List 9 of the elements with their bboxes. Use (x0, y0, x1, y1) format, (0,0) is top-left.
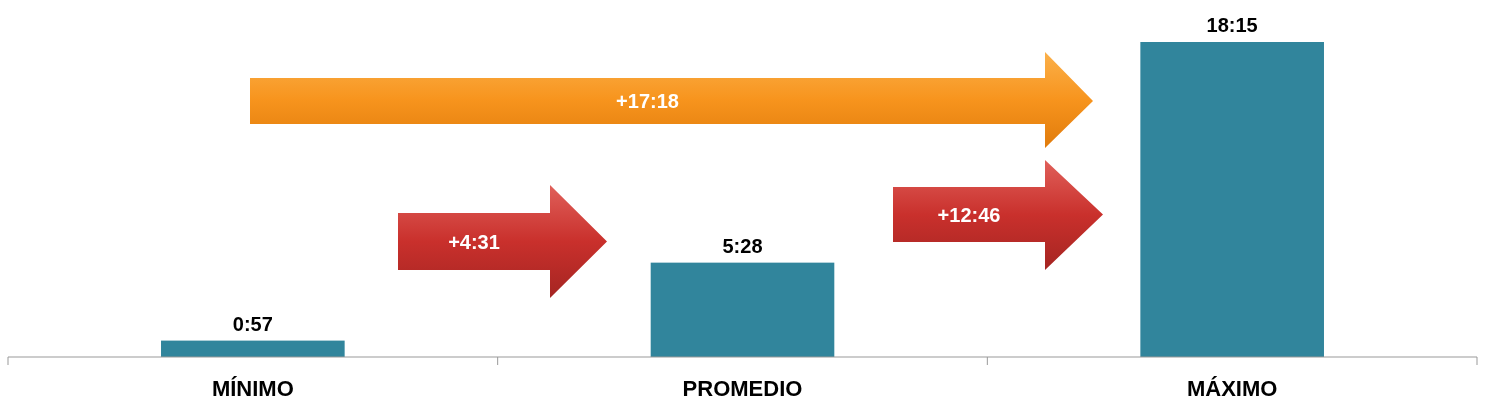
data-label: 18:15 (1206, 14, 1258, 36)
x-tick-label: MÁXIMO (1186, 376, 1278, 401)
data-label: 5:28 (722, 234, 763, 257)
data-label: 0:57 (232, 312, 273, 335)
annotation: +17:18 (616, 90, 679, 112)
annotation: +12:46 (937, 203, 1001, 226)
x-tick-label: PROMEDIO (682, 376, 803, 401)
annotation: +4:31 (448, 230, 500, 253)
x-tick-label: MÍNIMO (211, 376, 294, 401)
